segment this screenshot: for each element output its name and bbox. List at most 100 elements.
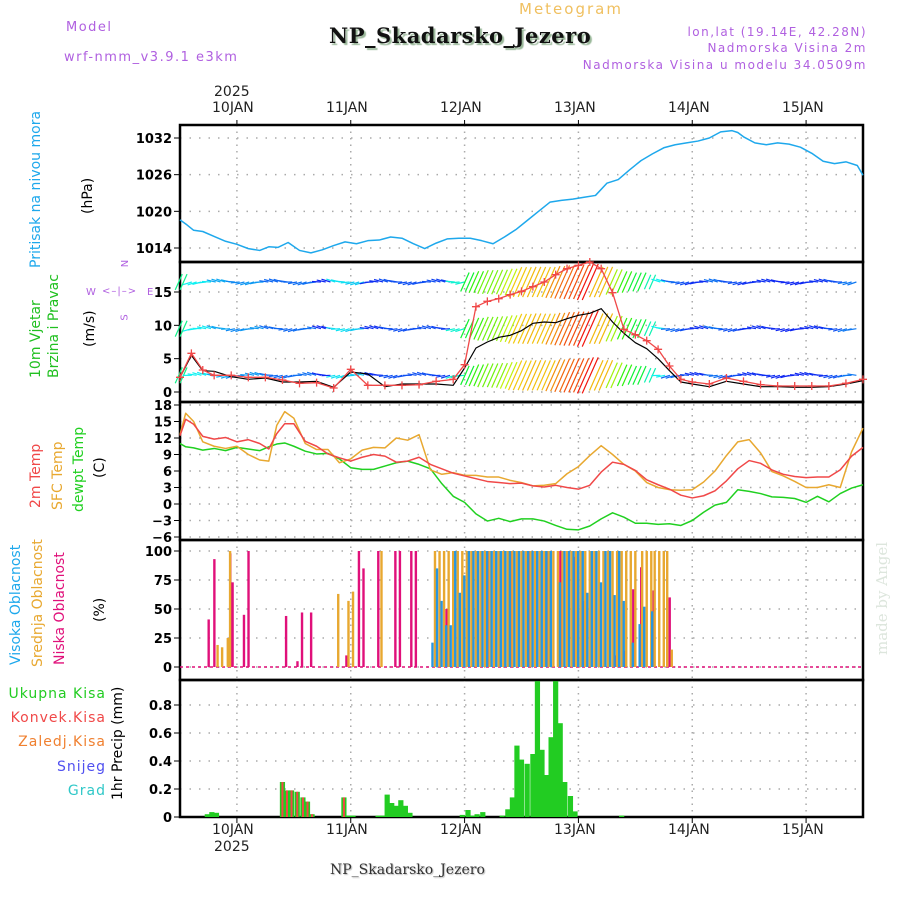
wind-barb bbox=[412, 372, 422, 376]
wind-barb bbox=[670, 281, 680, 284]
cloud-mid-bar bbox=[547, 551, 551, 667]
wind-barb bbox=[581, 357, 599, 394]
wind-barb bbox=[460, 365, 470, 386]
wind-barb bbox=[621, 317, 633, 340]
cloud-high-bar bbox=[650, 611, 654, 667]
wind-barb bbox=[373, 325, 384, 330]
cloud-mid-bar bbox=[658, 551, 661, 667]
wind-barb bbox=[416, 371, 427, 376]
y-tick-label: 100 bbox=[145, 545, 172, 560]
wind-barb bbox=[593, 313, 609, 345]
cloud-low-bar bbox=[398, 551, 402, 667]
wind-barb bbox=[495, 269, 508, 295]
wind-barb bbox=[249, 371, 259, 376]
wind-barb bbox=[675, 328, 685, 333]
wind-barb bbox=[605, 315, 618, 342]
wind-gust-marker bbox=[654, 345, 663, 354]
wind-barb bbox=[616, 271, 628, 293]
wind-gust-marker bbox=[551, 270, 560, 279]
wind-gust-marker bbox=[631, 330, 640, 339]
top-day-label-15: 15JAN bbox=[782, 100, 824, 116]
wind-barb bbox=[481, 316, 494, 341]
wind-barb bbox=[473, 364, 485, 387]
cloud-mid-bar bbox=[634, 551, 637, 667]
wind-barb bbox=[637, 272, 647, 292]
precip-conv-bar bbox=[296, 791, 299, 817]
wind-barb bbox=[326, 278, 336, 283]
wind-barb bbox=[559, 265, 575, 299]
cloud-mid-bar bbox=[629, 551, 632, 667]
precip-total-bar bbox=[465, 810, 471, 817]
wind-barb bbox=[174, 367, 183, 384]
wind-barb bbox=[283, 328, 293, 332]
wind-barb bbox=[504, 361, 518, 389]
wind-barb bbox=[756, 325, 766, 330]
wind-gust-marker bbox=[773, 382, 782, 390]
y-tick-label: 15 bbox=[154, 286, 172, 301]
cloud-high-bar bbox=[545, 551, 548, 667]
y-tick-label: 1032 bbox=[136, 132, 172, 147]
cloud-mid-bar bbox=[650, 551, 653, 667]
cloud-mid-bar bbox=[588, 551, 591, 667]
y-tick-label: 5 bbox=[163, 353, 172, 368]
wind-barb bbox=[526, 313, 542, 345]
wind-barb bbox=[804, 371, 814, 376]
cloud-high-bar bbox=[485, 551, 489, 667]
precip-total-bar bbox=[389, 803, 395, 817]
cloud-high-bar bbox=[449, 625, 452, 667]
wind-gust-marker bbox=[261, 373, 270, 382]
wind-barb bbox=[576, 357, 594, 394]
wind-barb bbox=[259, 325, 269, 330]
wind-barb bbox=[263, 278, 274, 283]
cloud-mid-bar bbox=[640, 551, 644, 667]
wind-barb bbox=[445, 328, 455, 332]
precip-total-bar bbox=[567, 796, 574, 817]
wind-gust-marker bbox=[705, 380, 714, 388]
wind-barb bbox=[708, 278, 718, 283]
wind-barb bbox=[174, 320, 183, 337]
wind-barb bbox=[345, 328, 355, 333]
wind-barb bbox=[244, 281, 255, 286]
top-year-label: 2025 bbox=[214, 84, 250, 100]
wind-gust-marker bbox=[460, 360, 469, 369]
precip-total-bar bbox=[619, 815, 625, 817]
wind-gust-marker bbox=[841, 379, 850, 388]
cloud-high-bar bbox=[508, 551, 512, 667]
cloud-mid-bar bbox=[584, 551, 587, 667]
bottom-year-label: 2025 bbox=[214, 839, 250, 855]
cloud-low-bar bbox=[247, 551, 250, 667]
wind-barb bbox=[563, 311, 580, 346]
wind-barb bbox=[651, 278, 661, 283]
wind-barb bbox=[794, 281, 804, 286]
wind-barb bbox=[837, 281, 847, 285]
cloud-mid-bar bbox=[438, 551, 441, 667]
wind-gust-marker bbox=[597, 264, 606, 273]
wind-barb bbox=[643, 274, 652, 290]
cloud-high-bar bbox=[608, 551, 612, 667]
wind-barb bbox=[259, 280, 269, 283]
precip-conv-bar bbox=[301, 797, 304, 817]
wind-barb bbox=[842, 281, 852, 286]
precip-total-bar bbox=[557, 723, 563, 817]
footer-station: NP_Skadarsko_Jezero bbox=[330, 862, 485, 878]
cloud-mid-bar bbox=[597, 551, 601, 667]
cloud-mid-bar bbox=[670, 649, 673, 667]
sfc-temp-line bbox=[179, 410, 864, 491]
cloud-high-bar bbox=[517, 551, 521, 667]
wind-barb bbox=[369, 325, 379, 330]
legend-convective-rain: Konvek.Kisa bbox=[10, 710, 106, 726]
cloud-low-bar bbox=[632, 589, 635, 667]
cloud-mid-bar bbox=[574, 551, 578, 667]
wind-barb bbox=[522, 266, 537, 298]
wind-barb bbox=[746, 326, 757, 330]
wind-barb bbox=[605, 269, 618, 295]
wind-barb bbox=[340, 281, 350, 284]
cloud-low-bar bbox=[242, 614, 246, 667]
wind-barb bbox=[847, 281, 857, 286]
wind-barb bbox=[799, 327, 809, 330]
cloud-mid-bar bbox=[565, 551, 569, 667]
wind-barb bbox=[460, 272, 470, 292]
y-tick-label: 1026 bbox=[136, 169, 172, 184]
wind-barb bbox=[216, 278, 226, 283]
wind-barb bbox=[670, 328, 680, 333]
